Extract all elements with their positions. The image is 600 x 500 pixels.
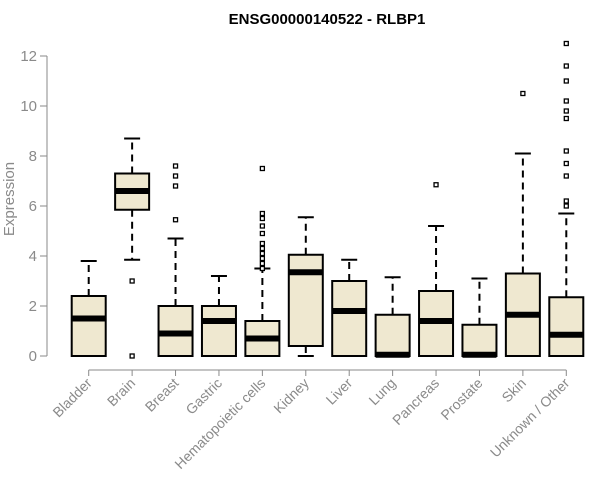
box-2 <box>157 163 194 357</box>
chart-title: ENSG00000140522 - RLBP1 <box>229 11 426 28</box>
box-10 <box>504 90 541 357</box>
outlier-1-1 <box>129 353 135 359</box>
y-axis-label: Expression <box>1 162 18 236</box>
x-tick-label-8: Pancreas <box>389 375 442 428</box>
outlier-1-0 <box>129 278 135 284</box>
y-tick-label-0: 0 <box>29 348 37 365</box>
outlier-11-1 <box>563 198 569 204</box>
box-9 <box>461 277 498 358</box>
box-1 <box>114 137 151 359</box>
box-3 <box>200 275 237 357</box>
x-tick-label-7: Lung <box>365 375 398 408</box>
box-rect-7 <box>374 313 411 357</box>
x-tick-label-1: Brain <box>104 375 138 409</box>
x-tick-label-6: Liver <box>323 375 356 408</box>
box-rect-3 <box>200 305 237 357</box>
box-rect-5 <box>287 253 324 347</box>
outlier-4-0 <box>259 265 266 272</box>
outlier-2-2 <box>172 173 179 179</box>
boxes-layer <box>70 40 585 359</box>
outlier-11-10 <box>563 40 569 47</box>
outlier-4-7 <box>259 223 266 229</box>
outlier-4-3 <box>259 250 266 257</box>
box-0 <box>70 260 107 357</box>
outlier-4-4 <box>259 245 266 252</box>
outlier-4-8 <box>259 215 266 222</box>
box-rect-11 <box>548 296 585 357</box>
outlier-2-0 <box>172 217 179 223</box>
x-tick-label-5: Kidney <box>270 375 312 417</box>
box-rect-0 <box>70 295 107 357</box>
outlier-2-1 <box>172 183 179 189</box>
outlier-8-0 <box>433 182 439 188</box>
y-axis: 0 2 4 6 8 10 12 <box>20 48 48 365</box>
outlier-11-2 <box>563 173 569 179</box>
outlier-11-0 <box>563 203 569 209</box>
outlier-4-2 <box>259 255 266 262</box>
outlier-2-3 <box>172 163 179 169</box>
box-5 <box>287 216 324 357</box>
outlier-4-10 <box>259 165 266 172</box>
x-tick-label-3: Gastric <box>182 375 225 418</box>
outlier-11-3 <box>563 160 569 167</box>
outlier-11-8 <box>563 78 569 84</box>
x-tick-label-11: Unknown / Other <box>487 375 573 461</box>
x-tick-label-10: Skin <box>498 375 529 406</box>
outlier-11-6 <box>563 108 569 114</box>
outlier-11-7 <box>563 98 569 104</box>
y-tick-label-3: 6 <box>29 198 37 215</box>
outlier-4-5 <box>259 240 266 247</box>
outlier-4-6 <box>259 230 266 237</box>
outlier-4-1 <box>259 260 266 267</box>
y-tick-label-2: 4 <box>29 248 37 265</box>
outlier-11-4 <box>563 148 569 154</box>
x-tick-label-0: Bladder <box>49 375 95 421</box>
outlier-4-9 <box>259 210 266 217</box>
box-8 <box>418 182 455 357</box>
x-tick-label-9: Prostate <box>437 375 485 423</box>
outlier-10-0 <box>520 90 526 97</box>
box-4 <box>244 165 281 357</box>
y-tick-label-4: 8 <box>29 148 37 165</box>
box-rect-6 <box>331 280 368 357</box>
y-tick-label-6: 12 <box>20 48 37 65</box>
box-7 <box>374 276 411 358</box>
outlier-11-9 <box>563 63 569 69</box>
x-tick-label-2: Breast <box>142 375 182 415</box>
box-rect-9 <box>461 323 498 357</box>
box-11 <box>548 40 585 357</box>
y-tick-label-5: 10 <box>20 98 37 115</box>
outlier-11-5 <box>563 115 569 122</box>
box-6 <box>331 258 368 357</box>
y-tick-label-1: 2 <box>29 298 37 315</box>
